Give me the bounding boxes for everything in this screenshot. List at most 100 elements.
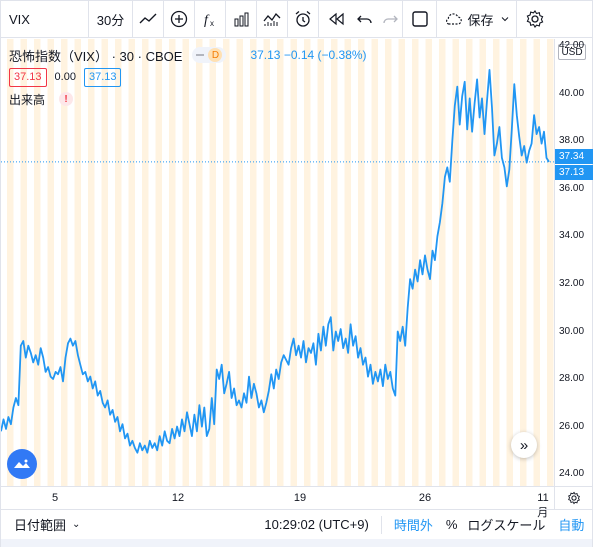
settings-button[interactable]	[517, 1, 552, 38]
session-band	[344, 39, 351, 486]
templates-icon	[263, 12, 281, 26]
replay-button[interactable]	[319, 1, 353, 38]
session-band	[169, 39, 176, 486]
volume-label[interactable]: 出来高	[9, 92, 46, 107]
change-percent: (−0.38%)	[317, 48, 367, 62]
square-layout-icon	[411, 11, 428, 27]
undo-button[interactable]	[353, 1, 377, 38]
buy-button[interactable]: 37.13	[83, 67, 122, 87]
separator: ·	[111, 48, 120, 64]
price-axis-label: 32.00	[559, 277, 585, 289]
session-band	[182, 39, 189, 486]
symbol-search-button[interactable]: VIX	[1, 0, 89, 38]
session-band	[493, 39, 500, 486]
clock[interactable]: 10:29:02 (UTC+9)	[264, 517, 369, 532]
time-axis-label: 11月	[537, 492, 549, 519]
gear-icon	[526, 10, 543, 28]
double-chevron-right-icon: »	[519, 436, 529, 454]
price-tag-upper: 37.34	[555, 148, 593, 164]
price-chart[interactable]	[1, 39, 554, 486]
alarm-clock-icon	[295, 11, 311, 27]
alert-button[interactable]	[288, 0, 319, 38]
symbol-label: VIX	[9, 11, 30, 27]
price-axis-label: 34.00	[559, 230, 585, 242]
spread-value: 0.00	[54, 71, 76, 83]
percent-scale-toggle[interactable]: %	[445, 517, 458, 532]
auto-scale-toggle[interactable]: 自動	[558, 518, 585, 533]
session-band	[466, 39, 473, 486]
change-value: −0.14	[283, 48, 315, 62]
date-range-button[interactable]: 日付範囲 ⌄	[14, 515, 80, 534]
legend-title[interactable]: 恐怖指数（VIX） · 30 · CBOE	[9, 46, 182, 65]
session-band	[7, 39, 14, 486]
session-band	[74, 39, 81, 486]
compare-button[interactable]	[164, 0, 195, 38]
extended-hours-toggle[interactable]: 時間外	[393, 518, 433, 533]
bottom-toolbar: 日付範囲 ⌄ 10:29:02 (UTC+9) 時間外 % ログスケール 自動	[1, 509, 592, 539]
scroll-to-realtime-button[interactable]: »	[511, 432, 537, 458]
price-series-line	[1, 68, 550, 454]
session-band	[196, 39, 203, 486]
time-axis-label: 26	[418, 492, 432, 504]
warning-icon[interactable]: !	[59, 92, 74, 106]
price-axis[interactable]: USD 42.00 40.00 38.00 36.00 34.00 32.00 30.00 2…	[554, 39, 593, 486]
divider	[380, 515, 382, 534]
chevron-down-icon: ⌄	[72, 519, 81, 530]
plus-circle-icon	[170, 10, 188, 28]
volume-row: 出来高 !	[9, 89, 367, 109]
save-button[interactable]: 保存	[437, 0, 517, 38]
session-band	[304, 39, 311, 486]
session-band	[61, 39, 68, 486]
indicator-templates-button[interactable]	[257, 0, 288, 38]
time-axis[interactable]: 5 12 19 26 11月	[1, 486, 554, 519]
sell-button[interactable]: 37.13	[9, 67, 47, 87]
redo-icon	[382, 15, 398, 24]
session-band	[155, 39, 162, 486]
session-band	[479, 39, 486, 486]
session-band	[385, 39, 392, 486]
date-range-label: 日付範囲	[14, 518, 67, 533]
market-status-badge[interactable]: D	[192, 47, 227, 63]
legend-interval: 30	[119, 48, 135, 64]
trade-row: 37.13 0.00 37.13	[9, 67, 367, 87]
layout-button[interactable]	[403, 0, 437, 38]
price-axis-label: 28.00	[559, 373, 585, 384]
redo-button[interactable]	[377, 0, 403, 38]
interval-button[interactable]: 30分	[89, 0, 133, 38]
bar-chart-icon	[234, 12, 249, 27]
session-band	[290, 39, 297, 486]
chart-style-button[interactable]	[133, 0, 164, 38]
axis-settings-button[interactable]	[554, 486, 592, 509]
session-band	[398, 39, 405, 486]
price-axis-label: 24.00	[559, 468, 585, 480]
session-band	[47, 39, 54, 486]
session-band	[547, 39, 554, 486]
session-band	[358, 39, 365, 486]
svg-text:f: f	[204, 13, 210, 28]
save-label: 保存	[467, 12, 494, 28]
financials-button[interactable]	[226, 0, 257, 38]
tradingview-logo[interactable]	[7, 449, 37, 479]
session-band	[142, 39, 149, 486]
session-band	[20, 39, 27, 486]
session-band	[506, 39, 513, 486]
dash-icon	[196, 54, 205, 56]
undo-icon	[357, 15, 372, 24]
interval-label: 30分	[96, 12, 125, 28]
session-band	[263, 39, 270, 486]
chart-pane[interactable]: 恐怖指数（VIX） · 30 · CBOE D 37.13 −0.14 (−0.…	[1, 39, 554, 486]
time-axis-label: 19	[293, 492, 307, 504]
log-scale-toggle[interactable]: ログスケール	[467, 518, 546, 533]
currency-badge[interactable]: USD	[558, 44, 586, 60]
session-band	[250, 39, 257, 486]
legend-title-row: 恐怖指数（VIX） · 30 · CBOE D 37.13 −0.14 (−0.…	[9, 45, 367, 65]
last-value: 37.13	[250, 48, 281, 62]
session-band	[520, 39, 527, 486]
session-band	[101, 39, 108, 486]
legend-values: 37.13 −0.14 (−0.38%)	[250, 48, 366, 62]
session-band	[452, 39, 459, 486]
